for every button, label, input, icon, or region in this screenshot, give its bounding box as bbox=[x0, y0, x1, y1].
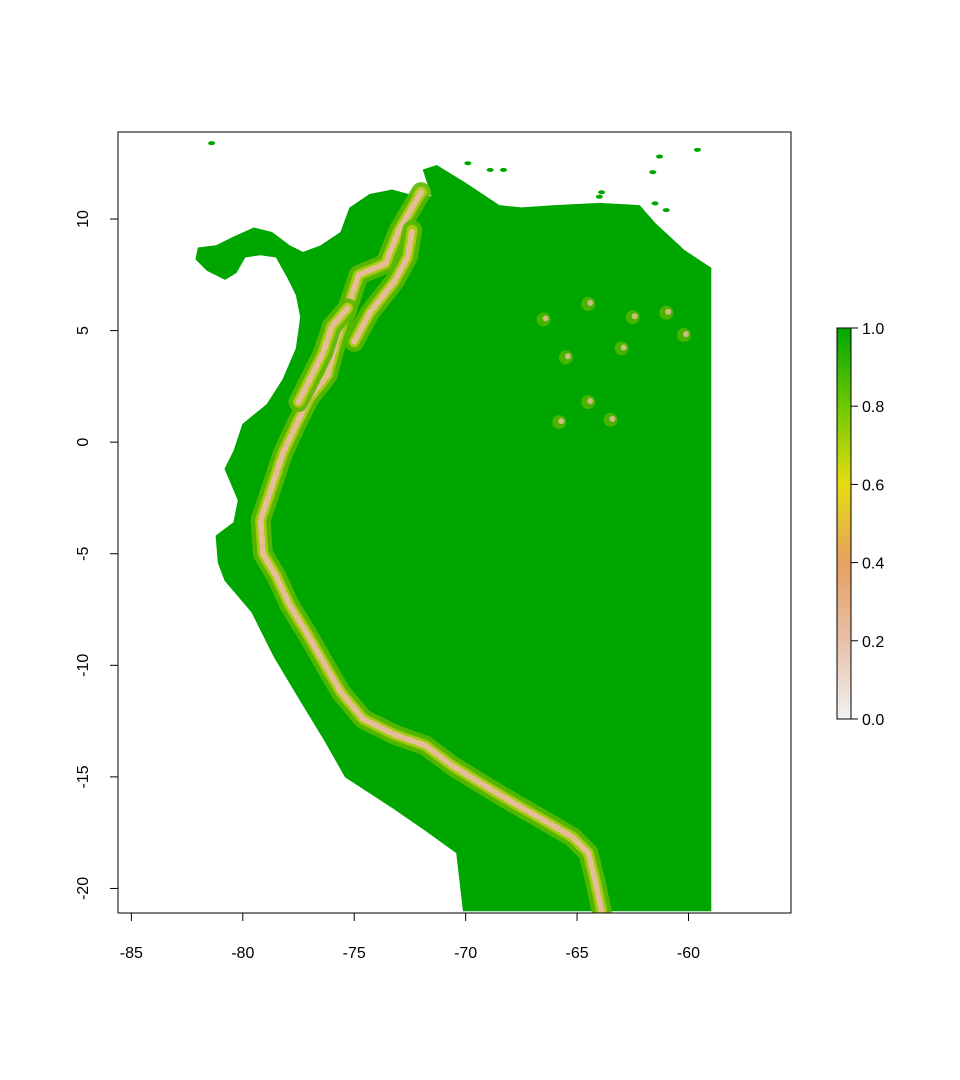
island bbox=[651, 201, 659, 206]
legend-tick-label: 0.2 bbox=[862, 634, 884, 651]
x-tick-label: -80 bbox=[231, 945, 254, 962]
x-tick-label: -70 bbox=[454, 945, 477, 962]
island bbox=[595, 194, 603, 199]
x-axis: -85 -80 -75 -70 -65 -60 bbox=[120, 912, 700, 962]
island bbox=[656, 154, 664, 159]
island bbox=[662, 208, 670, 213]
color-legend: 0.0 0.2 0.4 0.6 0.8 1.0 bbox=[836, 321, 884, 729]
y-tick-label: -10 bbox=[75, 654, 92, 677]
island bbox=[598, 190, 606, 195]
highland-patch-core bbox=[609, 415, 616, 422]
map-layer bbox=[195, 126, 712, 913]
highland-patch-core bbox=[620, 344, 627, 351]
highland-patch-core bbox=[587, 299, 594, 306]
highland-patch-core bbox=[683, 331, 690, 338]
x-tick-label: -65 bbox=[566, 945, 589, 962]
island bbox=[208, 141, 216, 146]
x-tick-label: -75 bbox=[343, 945, 366, 962]
island bbox=[464, 161, 472, 166]
island bbox=[649, 170, 657, 175]
y-tick-label: -20 bbox=[75, 877, 92, 900]
legend-tick-label: 0.6 bbox=[862, 477, 884, 494]
legend-tick-label: 1.0 bbox=[862, 321, 884, 338]
y-tick-label: 10 bbox=[75, 210, 92, 228]
y-tick-label: 5 bbox=[75, 326, 92, 335]
andes-east-branch bbox=[351, 227, 416, 345]
andes-west-branch bbox=[295, 305, 351, 405]
highland-patch-core bbox=[542, 315, 549, 322]
legend-tick-label: 0.4 bbox=[862, 556, 884, 573]
island bbox=[693, 147, 701, 152]
island bbox=[676, 126, 683, 130]
highland-patch-core bbox=[631, 313, 638, 320]
island bbox=[500, 167, 508, 172]
x-tick-label: -60 bbox=[677, 945, 700, 962]
y-tick-label: 0 bbox=[75, 438, 92, 447]
x-tick-label: -85 bbox=[120, 945, 143, 962]
island bbox=[486, 167, 494, 172]
legend-colorbar bbox=[836, 327, 852, 720]
legend-tick-label: 0.0 bbox=[862, 712, 884, 729]
highland-patch-core bbox=[587, 398, 594, 405]
land-mass bbox=[195, 164, 712, 912]
legend-tick-label: 0.8 bbox=[862, 399, 884, 416]
highland-patch-core bbox=[558, 418, 565, 425]
y-tick-label: -5 bbox=[75, 547, 92, 561]
y-tick-label: -15 bbox=[75, 765, 92, 788]
y-axis: -20 -15 -10 -5 0 5 10 bbox=[75, 210, 119, 900]
highland-patch-core bbox=[564, 353, 571, 360]
highland-patch-core bbox=[665, 308, 672, 315]
